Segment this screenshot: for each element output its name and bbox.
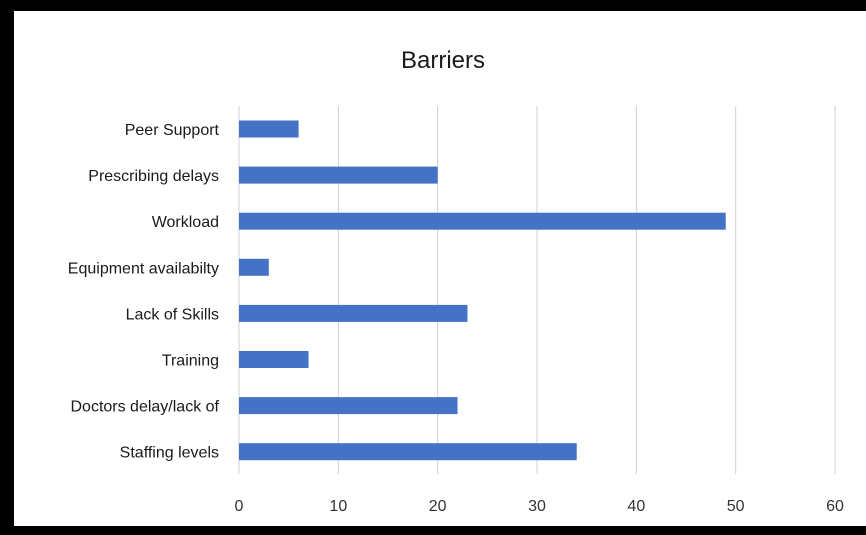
bar-workload xyxy=(239,212,726,230)
gridlines xyxy=(238,106,836,474)
bar-prescribing-delays xyxy=(239,166,438,184)
bar-doctors-delay-lack-of xyxy=(239,397,458,415)
x-axis-tick-labels: 0 10 20 30 40 50 60 xyxy=(235,498,844,515)
bar-training xyxy=(239,351,309,368)
bar-staffing-levels xyxy=(239,443,577,461)
category-label-training: Training xyxy=(162,353,219,370)
bar-peer-support xyxy=(239,120,299,138)
x-tick-label-40: 40 xyxy=(627,498,645,515)
x-tick-label-30: 30 xyxy=(528,498,546,515)
bars xyxy=(239,120,726,461)
category-label-workload: Workload xyxy=(152,214,219,231)
x-tick-label-0: 0 xyxy=(235,498,244,515)
x-tick-label-60: 60 xyxy=(826,498,844,515)
category-label-staffing-levels: Staffing levels xyxy=(120,445,219,462)
category-label-lack-of-skills: Lack of Skills xyxy=(126,306,219,323)
x-tick-label-10: 10 xyxy=(329,498,347,515)
category-label-doctors-delay-lack-of: Doctors delay/lack of xyxy=(70,399,219,416)
x-tick-label-50: 50 xyxy=(727,498,745,515)
chart-frame xyxy=(14,11,866,526)
category-labels: Peer Support Prescribing delays Workload Eq… xyxy=(68,122,220,462)
category-label-prescribing-delays: Prescribing delays xyxy=(88,168,219,185)
category-label-equipment-availabilty: Equipment availabilty xyxy=(68,260,219,277)
chart-title: Barriers xyxy=(401,47,485,74)
category-label-peer-support: Peer Support xyxy=(125,122,220,139)
x-tick-label-20: 20 xyxy=(429,498,447,515)
bar-lack-of-skills xyxy=(239,304,468,322)
bar-equipment-availabilty xyxy=(239,258,269,276)
